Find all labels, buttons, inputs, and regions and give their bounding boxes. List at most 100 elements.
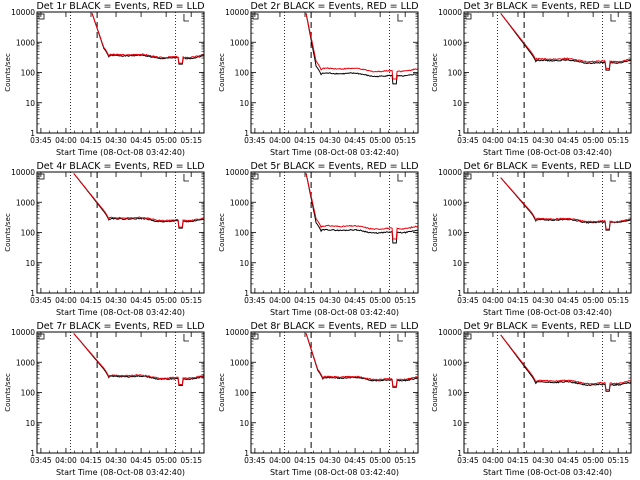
x-axis-label: Start Time (08-Oct-08 03:42:40) (483, 308, 612, 317)
series-lld-line (73, 173, 204, 228)
y-axis-label: Counts/sec (431, 373, 439, 412)
y-tick-label: 10 (239, 99, 249, 108)
x-tick-label: 04:45 (557, 296, 579, 305)
x-tick-label: 04:15 (80, 456, 102, 465)
x-tick-label: 04:00 (482, 296, 504, 305)
plot-frame (463, 11, 632, 134)
corner-marker (38, 173, 45, 180)
y-tick-label: 100 (235, 69, 250, 78)
series-lld-line (305, 173, 418, 240)
series-events-line (73, 333, 204, 386)
y-tick-label: 1 (244, 129, 249, 138)
x-tick-label: 03:45 (244, 136, 266, 145)
corner-marker (610, 174, 616, 182)
y-tick-label: 1 (457, 289, 462, 298)
x-tick-label: 03:45 (30, 296, 52, 305)
corner-marker (252, 333, 259, 340)
x-tick-label: 04:45 (557, 136, 579, 145)
panel-title: Det 3r BLACK = Events, RED = LLD (463, 1, 631, 12)
y-tick-label: 1000 (443, 198, 462, 207)
series-lld-line (500, 13, 631, 70)
x-tick-label: 04:45 (344, 136, 366, 145)
x-tick-label: 04:00 (55, 136, 77, 145)
x-tick-label: 04:15 (294, 136, 316, 145)
x-tick-label: 05:15 (394, 456, 416, 465)
y-axis-label: Counts/sec (4, 53, 12, 92)
y-axis-label: Counts/sec (218, 213, 226, 252)
y-tick-label: 100 (235, 229, 250, 238)
plot-frame (250, 171, 419, 294)
x-tick-label: 05:00 (582, 296, 604, 305)
y-tick-label: 10000 (438, 328, 462, 337)
plot-frame (250, 11, 419, 134)
x-tick-label: 04:30 (105, 296, 127, 305)
corner-marker (465, 333, 472, 340)
x-tick-label: 03:45 (30, 136, 52, 145)
panel-det-6: Det 6r BLACK = Events, RED = LLD Counts/s… (431, 161, 632, 317)
y-tick-label: 10 (452, 99, 462, 108)
plot-frame (36, 11, 205, 134)
y-tick-label: 10 (239, 259, 249, 268)
x-tick-label: 04:30 (319, 456, 341, 465)
x-tick-label: 04:00 (55, 296, 77, 305)
x-axis-label: Start Time (08-Oct-08 03:42:40) (270, 308, 399, 317)
y-tick-label: 10000 (225, 328, 249, 337)
panel-title: Det 4r BLACK = Events, RED = LLD (36, 161, 204, 172)
panel-title: Det 6r BLACK = Events, RED = LLD (463, 161, 631, 172)
y-tick-label: 10 (452, 419, 462, 428)
x-tick-label: 05:15 (180, 456, 202, 465)
corner-marker (397, 174, 403, 182)
panel-title: Det 9r BLACK = Events, RED = LLD (463, 321, 631, 332)
x-tick-label: 04:30 (105, 456, 127, 465)
y-axis-label: Counts/sec (431, 213, 439, 252)
series-lld-line (91, 13, 204, 64)
y-tick-label: 1 (30, 449, 35, 458)
x-axis-label: Start Time (08-Oct-08 03:42:40) (270, 148, 399, 157)
x-tick-label: 04:45 (557, 456, 579, 465)
corner-marker (183, 334, 189, 342)
series-events-line (305, 333, 418, 388)
y-tick-label: 1000 (16, 38, 35, 47)
corner-marker (610, 14, 616, 22)
x-tick-label: 04:00 (269, 136, 291, 145)
panel-title: Det 5r BLACK = Events, RED = LLD (250, 161, 418, 172)
y-tick-label: 10000 (438, 168, 462, 177)
series-lld-line (73, 333, 204, 385)
y-tick-label: 1000 (443, 38, 462, 47)
x-tick-label: 03:45 (457, 296, 479, 305)
panel-title: Det 2r BLACK = Events, RED = LLD (250, 1, 418, 12)
x-tick-label: 05:00 (369, 296, 391, 305)
y-tick-label: 1000 (230, 38, 249, 47)
x-tick-label: 04:45 (130, 136, 152, 145)
y-tick-label: 1 (457, 449, 462, 458)
series-events-line (500, 177, 631, 231)
y-tick-label: 100 (21, 69, 36, 78)
series-events-line (305, 173, 418, 244)
corner-marker (252, 13, 259, 20)
x-tick-label: 04:45 (130, 296, 152, 305)
y-tick-label: 10 (239, 419, 249, 428)
x-tick-label: 04:15 (507, 456, 529, 465)
panel-det-7: Det 7r BLACK = Events, RED = LLD Counts/s… (4, 321, 205, 477)
x-tick-label: 04:15 (294, 296, 316, 305)
x-axis-label: Start Time (08-Oct-08 03:42:40) (56, 468, 185, 477)
plot-frame (36, 171, 205, 294)
series-events-line (500, 334, 631, 392)
y-tick-label: 10 (25, 419, 35, 428)
x-tick-label: 04:45 (344, 296, 366, 305)
y-tick-label: 10 (25, 259, 35, 268)
y-tick-label: 100 (235, 389, 250, 398)
y-tick-label: 10 (25, 99, 35, 108)
x-tick-label: 04:30 (319, 296, 341, 305)
y-tick-label: 1000 (230, 358, 249, 367)
panel-det-1: Det 1r BLACK = Events, RED = LLD Counts/s… (4, 1, 205, 157)
y-axis-label: Counts/sec (218, 373, 226, 412)
corner-marker (465, 173, 472, 180)
x-tick-label: 04:45 (344, 456, 366, 465)
panel-title: Det 7r BLACK = Events, RED = LLD (36, 321, 204, 332)
x-tick-label: 04:15 (80, 136, 102, 145)
series-events-line (91, 13, 204, 65)
y-tick-label: 1 (457, 129, 462, 138)
series-lld-line (305, 13, 418, 80)
y-tick-label: 10000 (438, 8, 462, 17)
